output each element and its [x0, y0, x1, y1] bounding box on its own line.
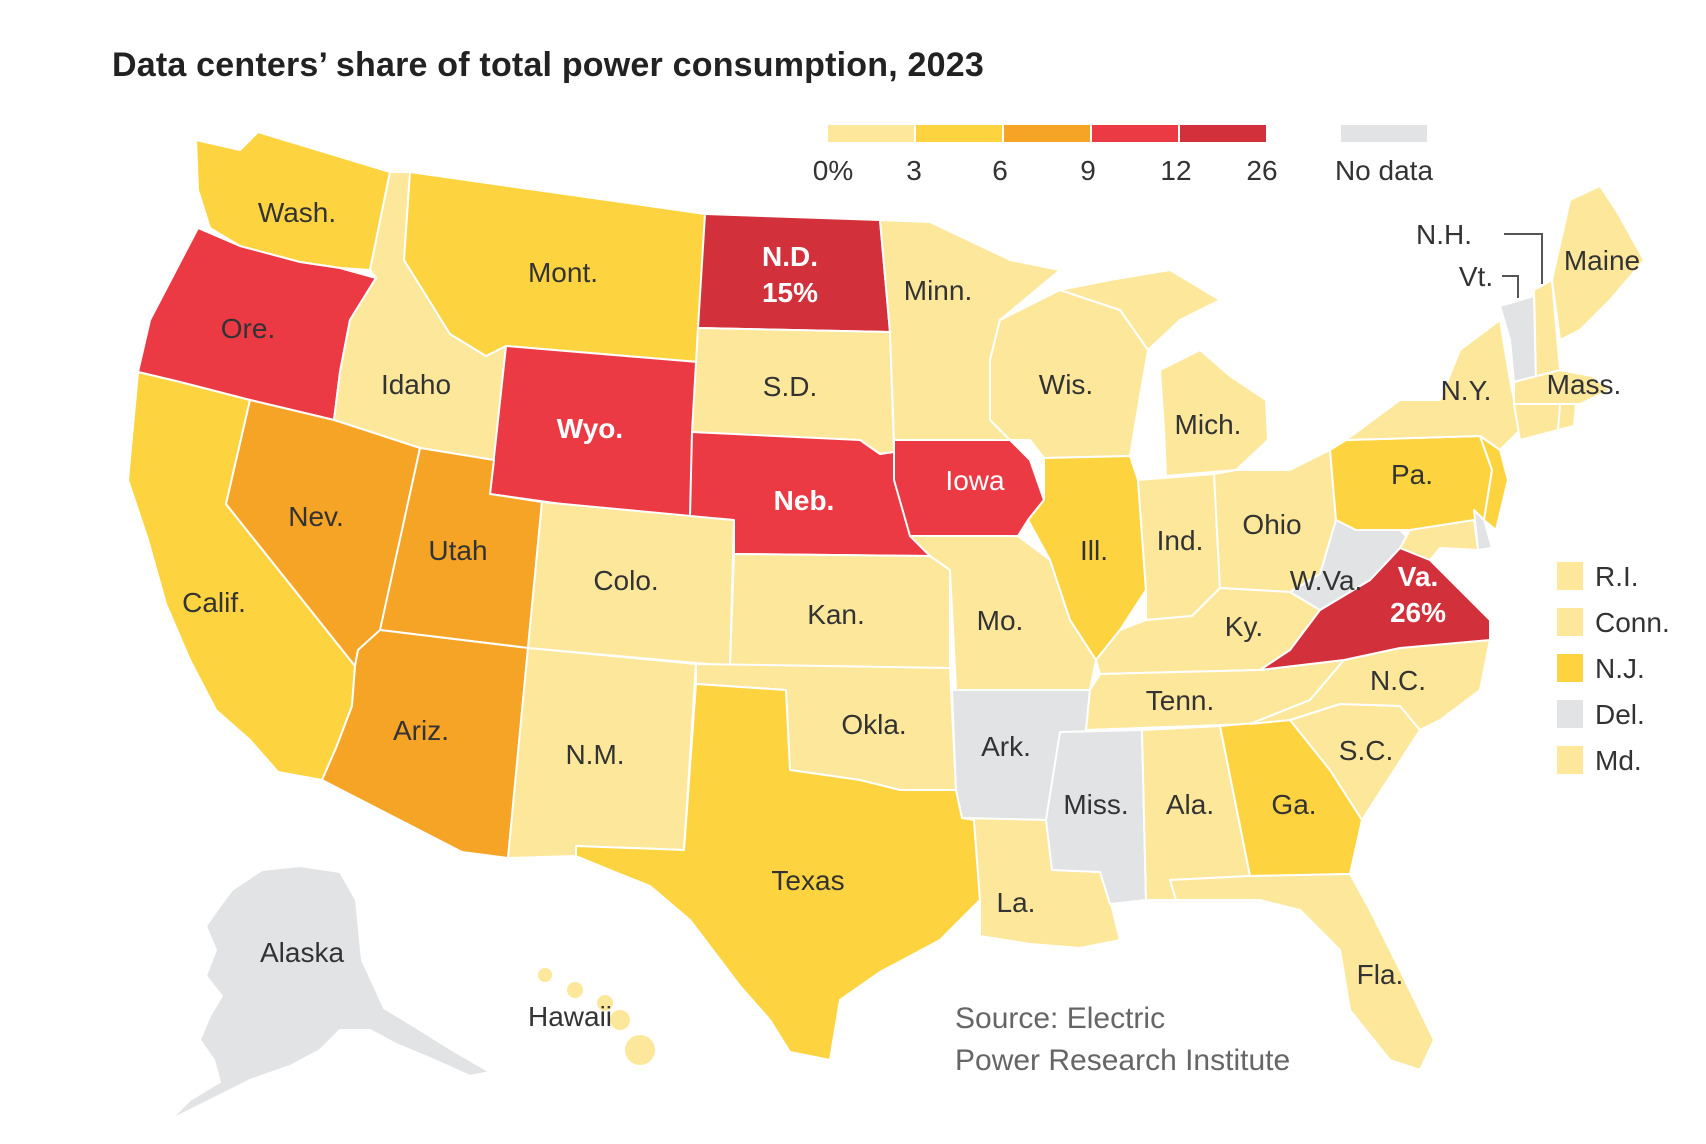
- label-mich: Mich.: [1175, 409, 1242, 440]
- label-fla: Fla.: [1357, 959, 1404, 990]
- label-miss: Miss.: [1063, 789, 1128, 820]
- label-nm: N.M.: [565, 739, 624, 770]
- hawaii-island-4: [610, 1010, 630, 1030]
- label-ala: Ala.: [1166, 789, 1214, 820]
- label-utah: Utah: [428, 535, 487, 566]
- label-kan: Kan.: [807, 599, 865, 630]
- legend-swatch-0-3: [828, 125, 914, 142]
- key-label-ri: R.I.: [1595, 561, 1639, 592]
- legend-tick-9: 9: [1080, 155, 1096, 186]
- legend-tick-0: 0%: [813, 155, 853, 186]
- state-connecticut[interactable]: [1513, 403, 1561, 441]
- legend-swatch-3-6: [916, 125, 1002, 142]
- label-sd: S.D.: [763, 371, 817, 402]
- label-wash: Wash.: [258, 197, 336, 228]
- chart-title: Data centers’ share of total power consu…: [112, 46, 984, 84]
- hawaii-island-2: [567, 982, 583, 998]
- label-ind: Ind.: [1157, 525, 1204, 556]
- label-texas: Texas: [771, 865, 844, 896]
- legend-tick-12: 12: [1160, 155, 1191, 186]
- legend-swatch-12-26: [1180, 125, 1266, 142]
- key-swatch-nj: [1557, 654, 1583, 682]
- label-mass: Mass.: [1547, 369, 1622, 400]
- nh-leader-line: [1504, 233, 1543, 284]
- label-ore: Ore.: [221, 313, 275, 344]
- label-maine: Maine: [1564, 245, 1640, 276]
- state-new-york[interactable]: [1345, 319, 1521, 451]
- label-nd-value: 15%: [762, 277, 818, 308]
- label-nh: N.H.: [1416, 219, 1472, 250]
- label-idaho: Idaho: [381, 369, 451, 400]
- source-line-2: Power Research Institute: [955, 1044, 1290, 1077]
- legend-tick-3: 3: [906, 155, 922, 186]
- legend-swatch-no-data: [1341, 125, 1427, 142]
- state-missouri[interactable]: [909, 535, 1097, 691]
- key-label-md: Md.: [1595, 745, 1642, 776]
- legend-tick-6: 6: [992, 155, 1008, 186]
- label-ga: Ga.: [1271, 789, 1316, 820]
- label-ohio: Ohio: [1242, 509, 1301, 540]
- state-michigan-upper[interactable]: [1059, 269, 1221, 351]
- legend: 0% 3 6 9 12 26 No data: [813, 125, 1433, 186]
- state-rhode-island[interactable]: [1557, 403, 1577, 431]
- label-mo: Mo.: [977, 605, 1024, 636]
- label-okla: Okla.: [841, 709, 906, 740]
- label-nev: Nev.: [288, 501, 344, 532]
- hawaii-island-1: [538, 968, 552, 982]
- source-line-1: Source: Electric: [955, 1002, 1165, 1035]
- label-pa: Pa.: [1391, 459, 1433, 490]
- legend-swatch-6-9: [1004, 125, 1090, 142]
- label-va: Va.: [1398, 561, 1438, 592]
- label-neb: Neb.: [774, 485, 835, 516]
- key-swatch-conn: [1557, 608, 1583, 636]
- label-ill: Ill.: [1080, 535, 1108, 566]
- label-sc: S.C.: [1339, 735, 1393, 766]
- label-wva: W.Va.: [1290, 565, 1363, 596]
- state-maine[interactable]: [1551, 185, 1645, 341]
- label-nc: N.C.: [1370, 665, 1426, 696]
- label-wis: Wis.: [1039, 369, 1093, 400]
- legend-tick-26: 26: [1246, 155, 1277, 186]
- label-la: La.: [997, 887, 1036, 918]
- key-swatch-del: [1557, 700, 1583, 728]
- state-north-dakota[interactable]: [697, 213, 891, 333]
- key-label-conn: Conn.: [1595, 607, 1670, 638]
- label-vt: Vt.: [1459, 261, 1493, 292]
- legend-no-data-label: No data: [1335, 155, 1433, 186]
- label-ark: Ark.: [981, 731, 1031, 762]
- label-ky: Ky.: [1225, 611, 1263, 642]
- label-hawaii: Hawaii: [528, 1001, 612, 1032]
- state-kansas[interactable]: [729, 553, 951, 669]
- label-mont: Mont.: [528, 257, 598, 288]
- state-hawaii[interactable]: [538, 968, 655, 1065]
- state-maryland[interactable]: [1399, 519, 1479, 561]
- label-minn: Minn.: [904, 275, 972, 306]
- hawaii-island-3: [597, 995, 613, 1011]
- state-michigan[interactable]: [1159, 349, 1269, 477]
- vt-leader-line: [1502, 275, 1519, 298]
- state-new-jersey[interactable]: [1479, 435, 1509, 531]
- label-calif: Calif.: [182, 587, 246, 618]
- label-iowa: Iowa: [945, 465, 1005, 496]
- label-colo: Colo.: [593, 565, 658, 596]
- key-swatch-ri: [1557, 562, 1583, 590]
- state-north-carolina[interactable]: [1249, 639, 1491, 731]
- label-ariz: Ariz.: [393, 715, 449, 746]
- legend-swatch-9-12: [1092, 125, 1178, 142]
- state-alaska[interactable]: [169, 865, 491, 1121]
- label-alaska: Alaska: [260, 937, 344, 968]
- label-va-value: 26%: [1390, 597, 1446, 628]
- label-tenn: Tenn.: [1146, 685, 1215, 716]
- label-wyo: Wyo.: [557, 413, 623, 444]
- key-label-del: Del.: [1595, 699, 1645, 730]
- key-swatch-md: [1557, 746, 1583, 774]
- small-state-key: R.I. Conn. N.J. Del. Md.: [1557, 561, 1670, 776]
- label-nd: N.D.: [762, 241, 818, 272]
- key-label-nj: N.J.: [1595, 653, 1645, 684]
- state-florida[interactable]: [1169, 873, 1435, 1071]
- hawaii-island-5: [625, 1035, 655, 1065]
- state-texas[interactable]: [575, 683, 981, 1061]
- label-ny: N.Y.: [1441, 375, 1492, 406]
